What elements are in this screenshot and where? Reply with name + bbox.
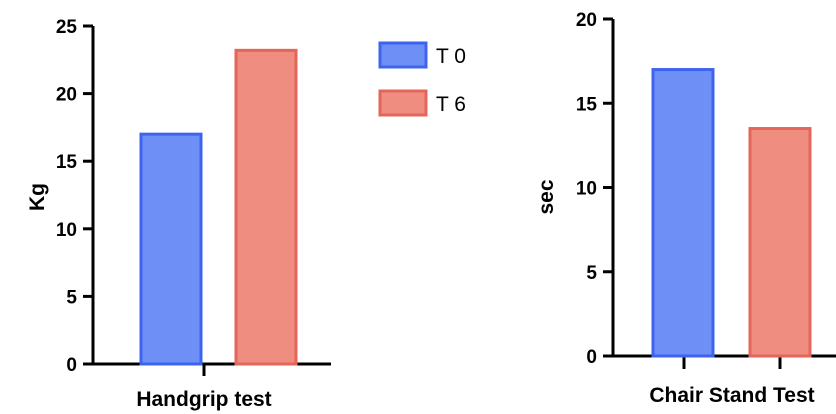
legend-item-t6: T 6 bbox=[378, 89, 466, 117]
chair-stand-y-ticks: 0 5 10 15 20 bbox=[576, 10, 613, 368]
chair-stand-y-tick-label: 15 bbox=[576, 94, 598, 115]
handgrip-y-tick-label: 5 bbox=[66, 287, 77, 308]
legend-label-t6: T 6 bbox=[436, 93, 466, 116]
handgrip-y-tick-label: 20 bbox=[56, 85, 77, 106]
chair-stand-y-tick-label: 10 bbox=[576, 179, 597, 200]
chair-stand-bar-t6 bbox=[748, 127, 812, 358]
legend: T 0 T 6 bbox=[378, 41, 466, 117]
handgrip-bar-t0 bbox=[139, 132, 203, 366]
handgrip-bar-t6 bbox=[234, 48, 298, 366]
legend-swatch-t0 bbox=[378, 41, 428, 69]
handgrip-chart: Kg 0 5 10 15 20 25 Handgrip test bbox=[26, 17, 331, 411]
chair-stand-category-label: Chair Stand Test bbox=[649, 384, 814, 407]
chair-stand-bars bbox=[651, 68, 812, 358]
chair-stand-chart: sec 0 5 10 15 20 Chair Stand Test bbox=[535, 10, 836, 407]
legend-swatch-t6 bbox=[378, 89, 428, 117]
handgrip-y-tick-label: 25 bbox=[56, 17, 78, 38]
chair-stand-y-tick-label: 5 bbox=[586, 263, 597, 284]
handgrip-category-label: Handgrip test bbox=[136, 388, 271, 411]
handgrip-y-axis-title: Kg bbox=[26, 183, 49, 211]
chair-stand-y-tick-label: 0 bbox=[586, 347, 597, 368]
chair-stand-y-tick-label: 20 bbox=[576, 10, 597, 31]
handgrip-y-tick-label: 15 bbox=[56, 152, 78, 173]
handgrip-y-tick-label: 0 bbox=[66, 355, 77, 376]
handgrip-y-tick-label: 10 bbox=[56, 220, 77, 241]
handgrip-bars bbox=[139, 48, 298, 366]
handgrip-y-ticks: 0 5 10 15 20 25 bbox=[56, 17, 93, 376]
legend-item-t0: T 0 bbox=[378, 41, 466, 69]
chair-stand-y-axis-title: sec bbox=[535, 179, 558, 214]
chair-stand-bar-t0 bbox=[651, 68, 715, 358]
legend-label-t0: T 0 bbox=[436, 45, 466, 68]
